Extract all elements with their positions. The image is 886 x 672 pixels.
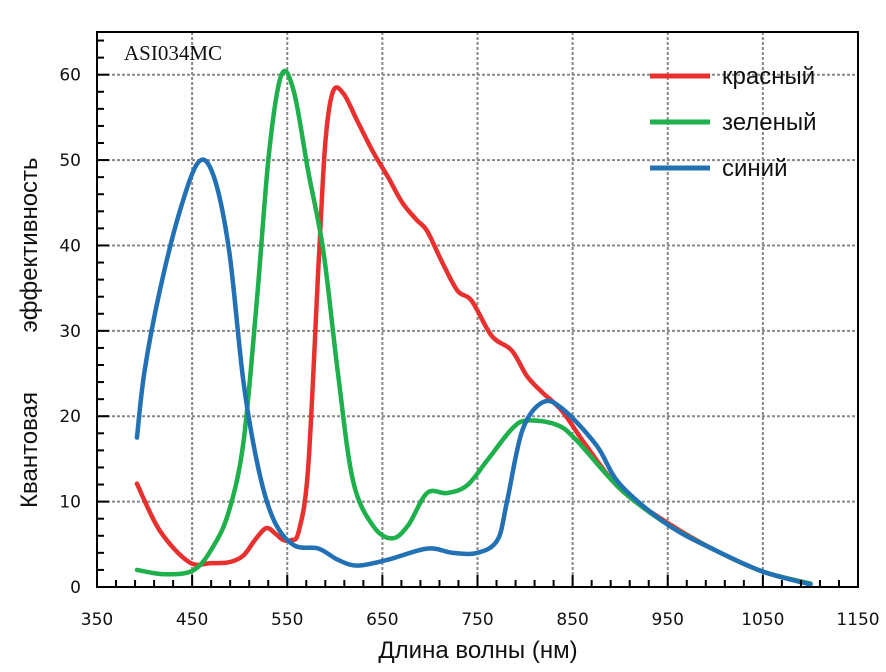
x-tick-label: 750 (461, 610, 493, 630)
y-tick-label: 0 (70, 578, 81, 598)
y-tick-label: 50 (59, 151, 81, 171)
legend: красный зеленый синий (650, 63, 817, 182)
x-axis-label: Длина волны (нм) (378, 637, 577, 664)
y-tick-label: 20 (59, 407, 81, 427)
x-tick-label: 450 (176, 610, 208, 630)
x-tick-label: 950 (652, 610, 684, 630)
y-axis-label-line1: Квантовая (16, 392, 43, 508)
y-axis-label-line2: эффективность (16, 157, 43, 332)
axis-ticks: 350 450 550 650 750 850 950 1050 1150 0 10 20 30 40 50… (59, 39, 880, 630)
x-tick-label: 1150 (836, 610, 879, 630)
legend-label: красный (722, 63, 815, 90)
x-tick-label: 1050 (741, 610, 784, 630)
y-tick-label: 40 (59, 236, 81, 256)
y-tick-label: 30 (59, 322, 81, 342)
y-tick-label: 60 (59, 66, 81, 86)
x-tick-label: 850 (556, 610, 588, 630)
x-tick-label: 550 (271, 610, 303, 630)
series-line-синий (134, 157, 813, 587)
x-tick-label: 350 (81, 610, 113, 630)
x-tick-label: 650 (366, 610, 398, 630)
y-tick-label: 10 (59, 493, 81, 513)
series-line-зеленый (134, 68, 813, 586)
legend-label: синий (722, 155, 787, 182)
legend-label: зеленый (722, 109, 817, 136)
series-lines (134, 68, 813, 587)
chart-title: ASI034MC (124, 41, 222, 65)
